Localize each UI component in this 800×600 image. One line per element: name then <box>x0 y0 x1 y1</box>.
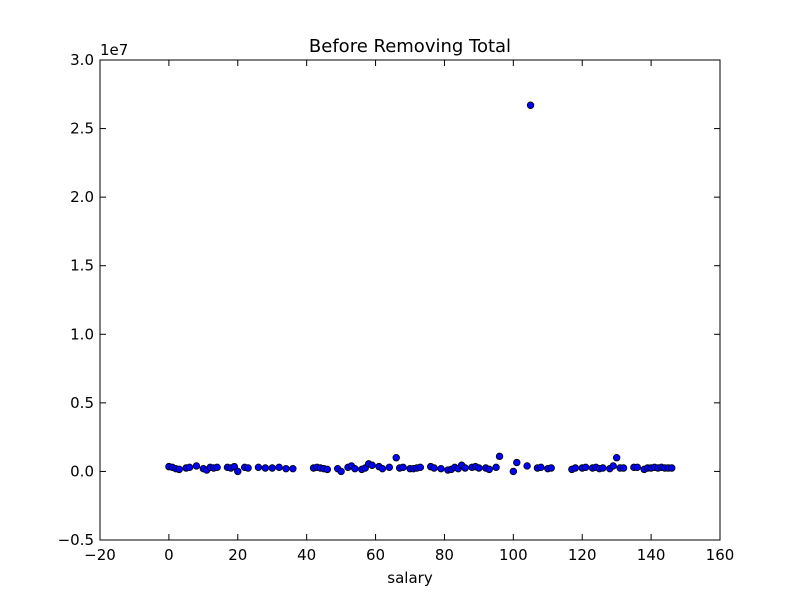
chart-title: Before Removing Total <box>309 36 511 57</box>
data-point <box>323 465 332 474</box>
data-point <box>289 464 297 473</box>
data-point <box>234 467 242 476</box>
x-tick-label: 100 <box>499 546 528 564</box>
data-point <box>192 462 201 470</box>
data-point <box>282 464 290 473</box>
data-point <box>175 465 183 474</box>
data-point <box>537 463 545 472</box>
data-point <box>399 463 407 472</box>
data-point <box>275 463 283 472</box>
data-point <box>254 463 263 472</box>
x-tick-label: 160 <box>706 546 735 564</box>
x-tick-label: 120 <box>568 546 597 564</box>
data-point <box>244 464 252 472</box>
ticks-layer: −20 0 20 40 60 80 100 120 140 160 −0.5 0.0 0.5 1.0 1.5… <box>58 51 735 564</box>
y-tick-label: 2.5 <box>70 120 94 138</box>
data-point <box>485 465 493 474</box>
data-point <box>392 454 400 462</box>
plot-area-frame <box>99 59 721 541</box>
x-tick-label: 20 <box>228 546 247 564</box>
data-point <box>337 467 345 476</box>
y-tick-label: 0.5 <box>70 394 94 412</box>
data-point <box>185 463 194 472</box>
data-point <box>492 463 500 472</box>
data-point <box>668 464 676 472</box>
x-tick-label: 60 <box>366 546 385 564</box>
y-tick-label: 1.0 <box>70 325 94 343</box>
data-point <box>523 462 531 470</box>
data-point <box>385 463 394 472</box>
data-point <box>571 464 580 472</box>
x-tick-label: 40 <box>297 546 316 564</box>
data-point <box>513 458 521 467</box>
x-tick-label: −20 <box>84 546 116 564</box>
data-point <box>609 462 617 470</box>
data-point <box>430 464 438 472</box>
x-tick-label: 80 <box>435 546 454 564</box>
data-point <box>633 463 642 472</box>
data-point <box>612 454 621 462</box>
data-point <box>268 464 276 472</box>
data-point <box>581 463 590 472</box>
data-point <box>437 464 445 473</box>
data-point <box>526 101 535 109</box>
y-tick-label: −0.5 <box>58 531 94 549</box>
x-tick-label: 140 <box>637 546 666 564</box>
data-point <box>509 467 518 476</box>
data-point <box>619 464 628 472</box>
y-offset-label: 1e7 <box>100 41 128 59</box>
data-point <box>368 461 376 469</box>
data-point <box>416 463 425 472</box>
data-point <box>378 464 387 473</box>
data-point <box>351 464 359 473</box>
x-tick-label: 0 <box>164 546 174 564</box>
y-tick-label: 3.0 <box>70 51 94 69</box>
x-axis-label: salary <box>387 569 433 587</box>
data-point <box>461 464 469 472</box>
data-point <box>475 464 483 472</box>
y-tick-label: 2.0 <box>70 188 94 206</box>
data-point <box>599 464 607 472</box>
y-tick-label: 1.5 <box>70 257 94 275</box>
data-point <box>261 464 270 472</box>
y-tick-label: 0.0 <box>70 462 94 480</box>
data-point <box>213 463 221 472</box>
data-point <box>547 464 555 472</box>
data-point <box>495 452 504 461</box>
points-layer <box>165 101 676 476</box>
